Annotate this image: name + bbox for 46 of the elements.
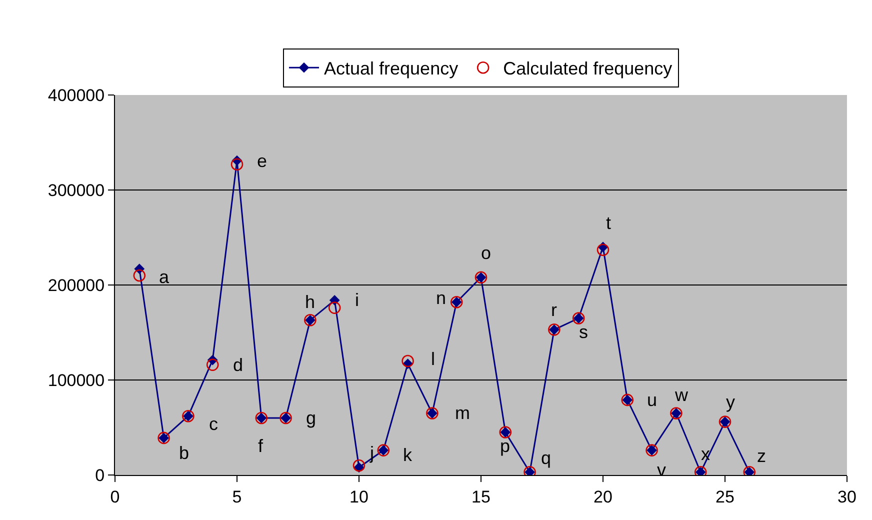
legend-label: Calculated frequency <box>503 58 672 79</box>
annotation: g <box>306 408 316 428</box>
y-tick-label: 0 <box>95 466 105 485</box>
point <box>133 269 146 282</box>
legend-label: Actual frequency <box>324 58 458 79</box>
annotation: y <box>726 392 735 412</box>
x-tick-label: 20 <box>594 487 612 506</box>
point <box>402 354 414 368</box>
annotation: b <box>179 443 190 463</box>
annotation: r <box>551 300 557 320</box>
y-tick-label: 200000 <box>48 276 105 295</box>
annotation: s <box>579 322 588 342</box>
annotation: t <box>606 213 612 233</box>
y-tick-label: 100000 <box>48 370 105 390</box>
annotation: k <box>403 445 413 465</box>
annotation: o <box>481 243 492 263</box>
annotation: a <box>159 267 170 287</box>
annotation: c <box>209 414 218 434</box>
annotation: q <box>541 448 552 468</box>
x-tick-label: 10 <box>350 487 368 506</box>
annotation: j <box>369 443 374 463</box>
x-tick-label: 25 <box>716 487 734 506</box>
annotation: l <box>431 349 435 369</box>
point <box>596 244 610 256</box>
point <box>206 358 219 371</box>
point <box>230 158 244 170</box>
annotation: w <box>674 385 689 405</box>
point <box>328 302 341 314</box>
annotation: m <box>455 403 470 423</box>
annotation: d <box>233 355 244 375</box>
y-tick-label: 300000 <box>48 180 105 200</box>
x-tick-label: 30 <box>838 487 856 506</box>
annotation: p <box>500 436 510 456</box>
x-tick-label: 15 <box>472 487 490 506</box>
x-tick-label: 0 <box>110 487 120 506</box>
annotation: n <box>436 288 446 308</box>
x-tick-label: 5 <box>232 487 242 506</box>
annotation: i <box>355 290 359 310</box>
annotation: z <box>757 446 766 466</box>
annotation: f <box>258 436 264 456</box>
y-tick-label: 400000 <box>48 86 105 105</box>
annotation: u <box>647 390 658 410</box>
annotation: x <box>701 444 710 464</box>
annotation: e <box>257 151 268 171</box>
point <box>352 459 366 472</box>
annotation: h <box>305 292 316 312</box>
